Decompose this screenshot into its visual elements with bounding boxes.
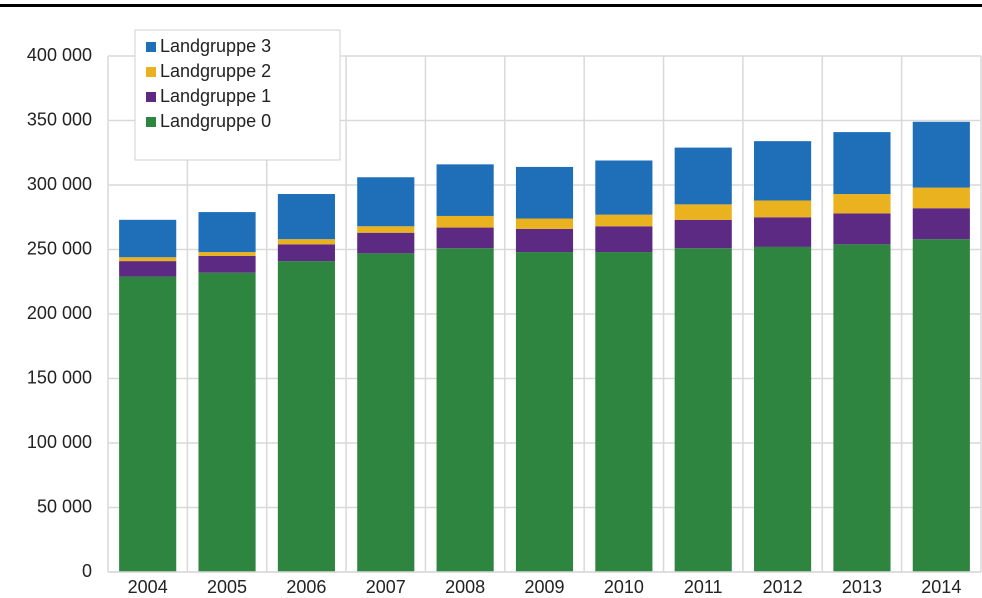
bar-segment	[595, 252, 653, 572]
x-tick-label: 2004	[128, 577, 168, 597]
bar-segment	[357, 226, 415, 233]
legend-swatch	[146, 42, 156, 52]
bar-segment	[912, 208, 970, 240]
x-tick-label: 2008	[445, 577, 485, 597]
y-tick-label: 150 000	[27, 367, 92, 387]
bar-segment	[595, 160, 653, 215]
bar-segment	[357, 253, 415, 572]
y-tick-label: 350 000	[27, 109, 92, 129]
y-tick-label: 0	[82, 561, 92, 581]
x-tick-label: 2010	[604, 577, 644, 597]
bar-segment	[357, 232, 415, 254]
bar-segment	[515, 228, 574, 253]
bar-segment	[277, 239, 335, 245]
bar-segment	[119, 257, 177, 262]
bar-segment	[912, 187, 970, 209]
y-tick-label: 200 000	[27, 303, 92, 323]
bar-segment	[436, 227, 494, 249]
legend-swatch	[146, 117, 156, 127]
x-tick-label: 2012	[763, 577, 803, 597]
x-tick-label: 2014	[921, 577, 961, 597]
bar-segment	[754, 217, 812, 247]
legend-box	[134, 29, 341, 161]
bar-segment	[119, 219, 177, 258]
y-tick-label: 250 000	[27, 238, 92, 258]
bar-segment	[277, 261, 335, 572]
bar-segment	[515, 252, 574, 572]
legend-label: Landgruppe 3	[160, 36, 271, 56]
x-tick-label: 2006	[286, 577, 326, 597]
y-tick-label: 300 000	[27, 174, 92, 194]
legend-swatch	[146, 67, 156, 77]
legend-label: Landgruppe 2	[160, 61, 271, 81]
bar-segment	[833, 213, 891, 245]
bar-segment	[515, 218, 574, 229]
bar-segment	[198, 255, 256, 273]
bar-segment	[119, 261, 177, 277]
bar-segment	[595, 214, 653, 227]
x-tick-label: 2013	[842, 577, 882, 597]
bar-segment	[912, 239, 970, 572]
bar-segment	[436, 164, 494, 216]
bar-segment	[754, 200, 812, 218]
bar-segment	[674, 248, 732, 572]
bar-segment	[833, 194, 891, 214]
bar-segment	[674, 204, 732, 220]
y-tick-label: 400 000	[27, 45, 92, 65]
x-tick-label: 2009	[524, 577, 564, 597]
bar-segment	[833, 244, 891, 572]
bar-segment	[198, 272, 256, 572]
x-tick-label: 2011	[684, 577, 723, 597]
bar-segment	[436, 248, 494, 572]
bar-segment	[277, 194, 335, 240]
bar-segment	[436, 215, 494, 228]
legend-swatch	[146, 92, 156, 102]
bar-segment	[198, 252, 256, 256]
legend-label: Landgruppe 0	[160, 111, 271, 131]
bar-segment	[674, 147, 732, 205]
bar-segment	[119, 276, 177, 572]
y-tick-label: 100 000	[27, 432, 92, 452]
bar-segment	[515, 166, 574, 219]
bar-segment	[277, 244, 335, 262]
bar-segment	[833, 132, 891, 195]
bar-segment	[198, 212, 256, 253]
bar-segment	[674, 219, 732, 249]
bar-segment	[754, 141, 812, 201]
bar-segment	[357, 177, 415, 227]
bar-segment	[754, 246, 812, 573]
bar-segment	[595, 226, 653, 253]
legend-label: Landgruppe 1	[160, 86, 271, 106]
top-rule	[0, 4, 982, 7]
x-tick-label: 2005	[207, 577, 247, 597]
y-tick-label: 50 000	[37, 496, 92, 516]
x-tick-label: 2007	[366, 577, 406, 597]
bar-segment	[912, 121, 970, 188]
